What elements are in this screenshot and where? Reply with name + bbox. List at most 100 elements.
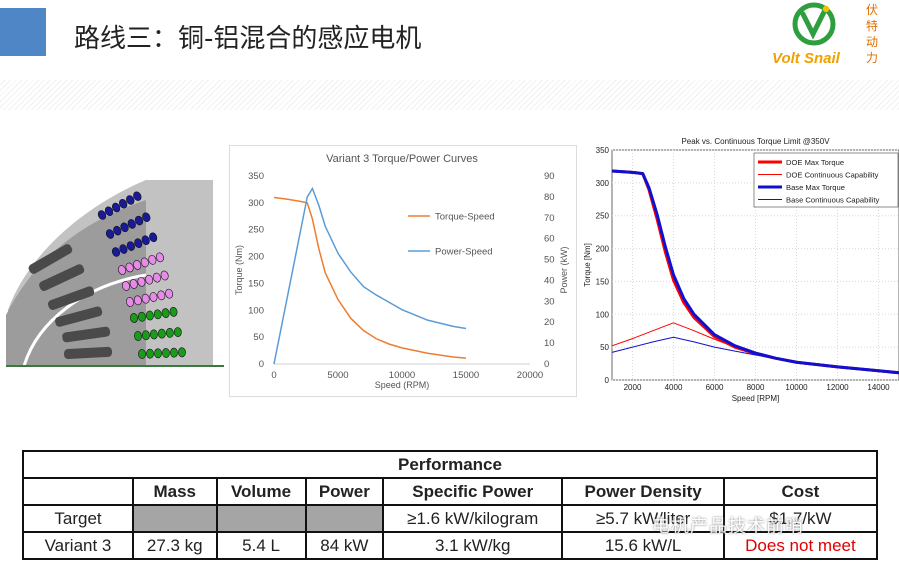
x-tick-label: 20000 (517, 370, 543, 381)
y2-tick-label: 90 (544, 171, 555, 182)
torque-power-chart-svg: Variant 3 Torque/Power Curves 0 50 100 150 20… (234, 153, 569, 390)
y-tick-label: 100 (248, 305, 264, 316)
coil-strand (145, 310, 154, 321)
coil-strand (104, 206, 114, 216)
rotor-bar (39, 264, 85, 291)
y-tick-label: 150 (248, 278, 264, 289)
coil-group (130, 307, 178, 323)
logo-tagline-char: 力 (866, 51, 878, 65)
y2-tick-label: 70 (544, 213, 555, 224)
coil-strand (148, 255, 157, 265)
coil-strand (127, 219, 136, 229)
y-tick-label: 300 (248, 198, 264, 209)
coil-strand (149, 292, 158, 302)
y2-tick-label: 30 (544, 296, 555, 307)
coil-strand (165, 327, 174, 338)
y-tick-label: 50 (600, 343, 609, 352)
legend-label: Base Max Torque (786, 183, 845, 192)
slide-title: 路线三：铜-铝混合的感应电机 (74, 24, 422, 54)
table-cell: 84 kW (304, 531, 385, 560)
x-tick-label: 10000 (785, 383, 808, 392)
coil-group (111, 232, 158, 257)
coil-strand (137, 276, 146, 287)
column-header: Power (304, 477, 385, 506)
y2-tick-label: 80 (544, 192, 555, 203)
rotor-bar (28, 244, 73, 274)
x-tick-label: 6000 (706, 383, 724, 392)
coil-strand (133, 260, 142, 270)
legend-box (753, 152, 899, 208)
torque-power-chart: Variant 3 Torque/Power Curves 0 50 100 150 20… (229, 145, 577, 397)
x-tick-label: 5000 (327, 370, 348, 381)
table-cell: 5.4 L (215, 531, 307, 560)
legend-label: Torque-Speed (435, 212, 495, 223)
coil-group (117, 252, 164, 275)
x-axis-label: Speed [RPM] (732, 394, 780, 403)
x-tick-label: 15000 (453, 370, 479, 381)
x-tick-label: 0 (271, 370, 276, 381)
table-cell (215, 504, 307, 533)
motor-cross-section-figure (6, 170, 224, 370)
coil-strand (138, 349, 146, 359)
coil-strand (162, 348, 170, 358)
x-tick-label: 14000 (867, 383, 890, 392)
coil-strand (149, 232, 158, 243)
coil-strand (153, 309, 162, 320)
coil-strand (133, 295, 142, 306)
coil-strand (173, 327, 182, 337)
coil-strand (146, 348, 154, 359)
y-tick-label: 50 (253, 332, 264, 343)
coil-group (126, 288, 174, 307)
legend-label: DOE Max Torque (786, 158, 844, 167)
peak-continuous-chart: 0 50 100 150 200 250 300 350 2000 4000 6000 8000 100… (584, 130, 899, 405)
coil-strand (97, 210, 107, 220)
coil-strand (125, 262, 134, 273)
legend-label: Base Continuous Capability (786, 196, 879, 205)
coil-strand (105, 229, 115, 239)
table-row: Variant 3 27.3 kg 5.4 L 84 kW 3.1 kW/kg 15.6 … (22, 531, 879, 560)
table-cell: Does not meet (722, 531, 879, 560)
coil-strand (141, 293, 150, 304)
coil-strand (122, 281, 130, 291)
column-header: Cost (722, 477, 879, 506)
coil-strand (165, 288, 174, 299)
y-tick-label: 250 (248, 225, 264, 236)
y-tick-label: 250 (596, 212, 610, 221)
y2-tick-label: 60 (544, 234, 555, 245)
rotor-bars (28, 244, 113, 359)
coil-strand (152, 272, 161, 283)
x-tick-label: 10000 (389, 370, 415, 381)
column-header: Volume (215, 477, 307, 506)
x-tick-label: 2000 (624, 383, 642, 392)
y2-axis-label: Power (kW) (559, 246, 569, 293)
rotor-core (6, 200, 146, 366)
chart-title: Variant 3 Torque/Power Curves (326, 153, 478, 165)
y-axis-label: Torque (Nm) (234, 245, 244, 295)
coil-group (105, 212, 151, 239)
coil-strand (150, 329, 158, 340)
coil-strand (126, 195, 135, 205)
coil-strand (142, 212, 151, 222)
table-cell (132, 504, 218, 533)
coil-strand (129, 279, 138, 289)
coil-strand (134, 215, 144, 226)
volt-snail-logo: Volt Snail 伏 特 动 力 (772, 2, 878, 67)
coil-strand (169, 307, 178, 317)
y-axis-label: Torque [Nm] (584, 243, 592, 287)
coil-strand (119, 244, 128, 254)
series-line-torque (273, 196, 467, 359)
air-gap (22, 273, 147, 367)
logo-ring (792, 2, 836, 46)
rotor-bar (55, 306, 103, 327)
decorative-hatch-band (0, 80, 899, 110)
accent-square (0, 8, 46, 56)
table-cell (304, 504, 385, 533)
coil-group (122, 270, 169, 291)
coil-strand (142, 330, 150, 341)
coil-strand (154, 348, 162, 359)
rotor-bar (63, 346, 113, 359)
motor-cross-section-icon (6, 180, 224, 367)
column-header: Specific Power (382, 477, 564, 506)
table-cell: 3.1 kW/kg (382, 531, 564, 560)
x-tick-label: 4000 (665, 383, 683, 392)
